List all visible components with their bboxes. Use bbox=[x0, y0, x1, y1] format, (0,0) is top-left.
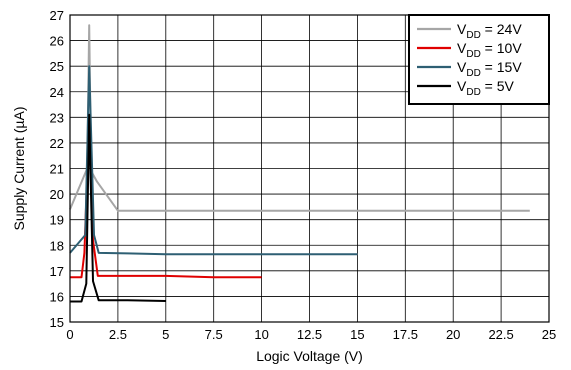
y-tick-label: 26 bbox=[50, 34, 64, 49]
series-line-3 bbox=[69, 65, 358, 256]
legend-label: VDD = 5V bbox=[457, 78, 515, 98]
series-lines bbox=[69, 24, 530, 303]
x-tick-label: 5 bbox=[162, 327, 169, 342]
y-tick-label: 21 bbox=[50, 162, 64, 177]
x-tick-label: 12.5 bbox=[297, 327, 322, 342]
x-tick-label: 22.5 bbox=[488, 327, 513, 342]
x-tick-label: 15 bbox=[350, 327, 364, 342]
x-tick-label: 2.5 bbox=[109, 327, 127, 342]
y-axis-title: Supply Current (µA) bbox=[11, 107, 27, 231]
legend-label: VDD = 10V bbox=[457, 40, 522, 60]
y-tick-label: 24 bbox=[50, 85, 64, 100]
y-tick-label: 19 bbox=[50, 213, 64, 228]
x-tick-label: 0 bbox=[66, 327, 73, 342]
legend-label: VDD = 24V bbox=[457, 21, 522, 41]
y-tick-label: 20 bbox=[50, 187, 64, 202]
x-tick-label: 17.5 bbox=[393, 327, 418, 342]
y-tick-label: 16 bbox=[50, 289, 64, 304]
x-tick-label: 25 bbox=[542, 327, 556, 342]
x-axis-title: Logic Voltage (V) bbox=[256, 348, 363, 364]
series-line-2 bbox=[70, 116, 262, 279]
legend-label: VDD = 15V bbox=[457, 59, 522, 79]
x-tick-labels: 0 2.5 5 7.5 10 12.5 15 17.5 20 22.5 25 bbox=[66, 327, 556, 342]
y-tick-label: 23 bbox=[50, 110, 64, 125]
series-line-4 bbox=[70, 113, 166, 303]
y-tick-label: 27 bbox=[50, 8, 64, 23]
x-tick-label: 7.5 bbox=[205, 327, 223, 342]
y-tick-label: 17 bbox=[50, 264, 64, 279]
y-tick-labels: 15 16 17 18 19 20 21 22 23 24 25 26 27 bbox=[50, 8, 64, 330]
y-tick-label: 15 bbox=[50, 315, 64, 330]
x-tick-label: 20 bbox=[446, 327, 460, 342]
plot-frame bbox=[69, 14, 550, 323]
y-tick-label: 18 bbox=[50, 238, 64, 253]
y-tick-label: 22 bbox=[50, 136, 64, 151]
x-tick-label: 10 bbox=[254, 327, 268, 342]
y-tick-label: 25 bbox=[50, 59, 64, 74]
